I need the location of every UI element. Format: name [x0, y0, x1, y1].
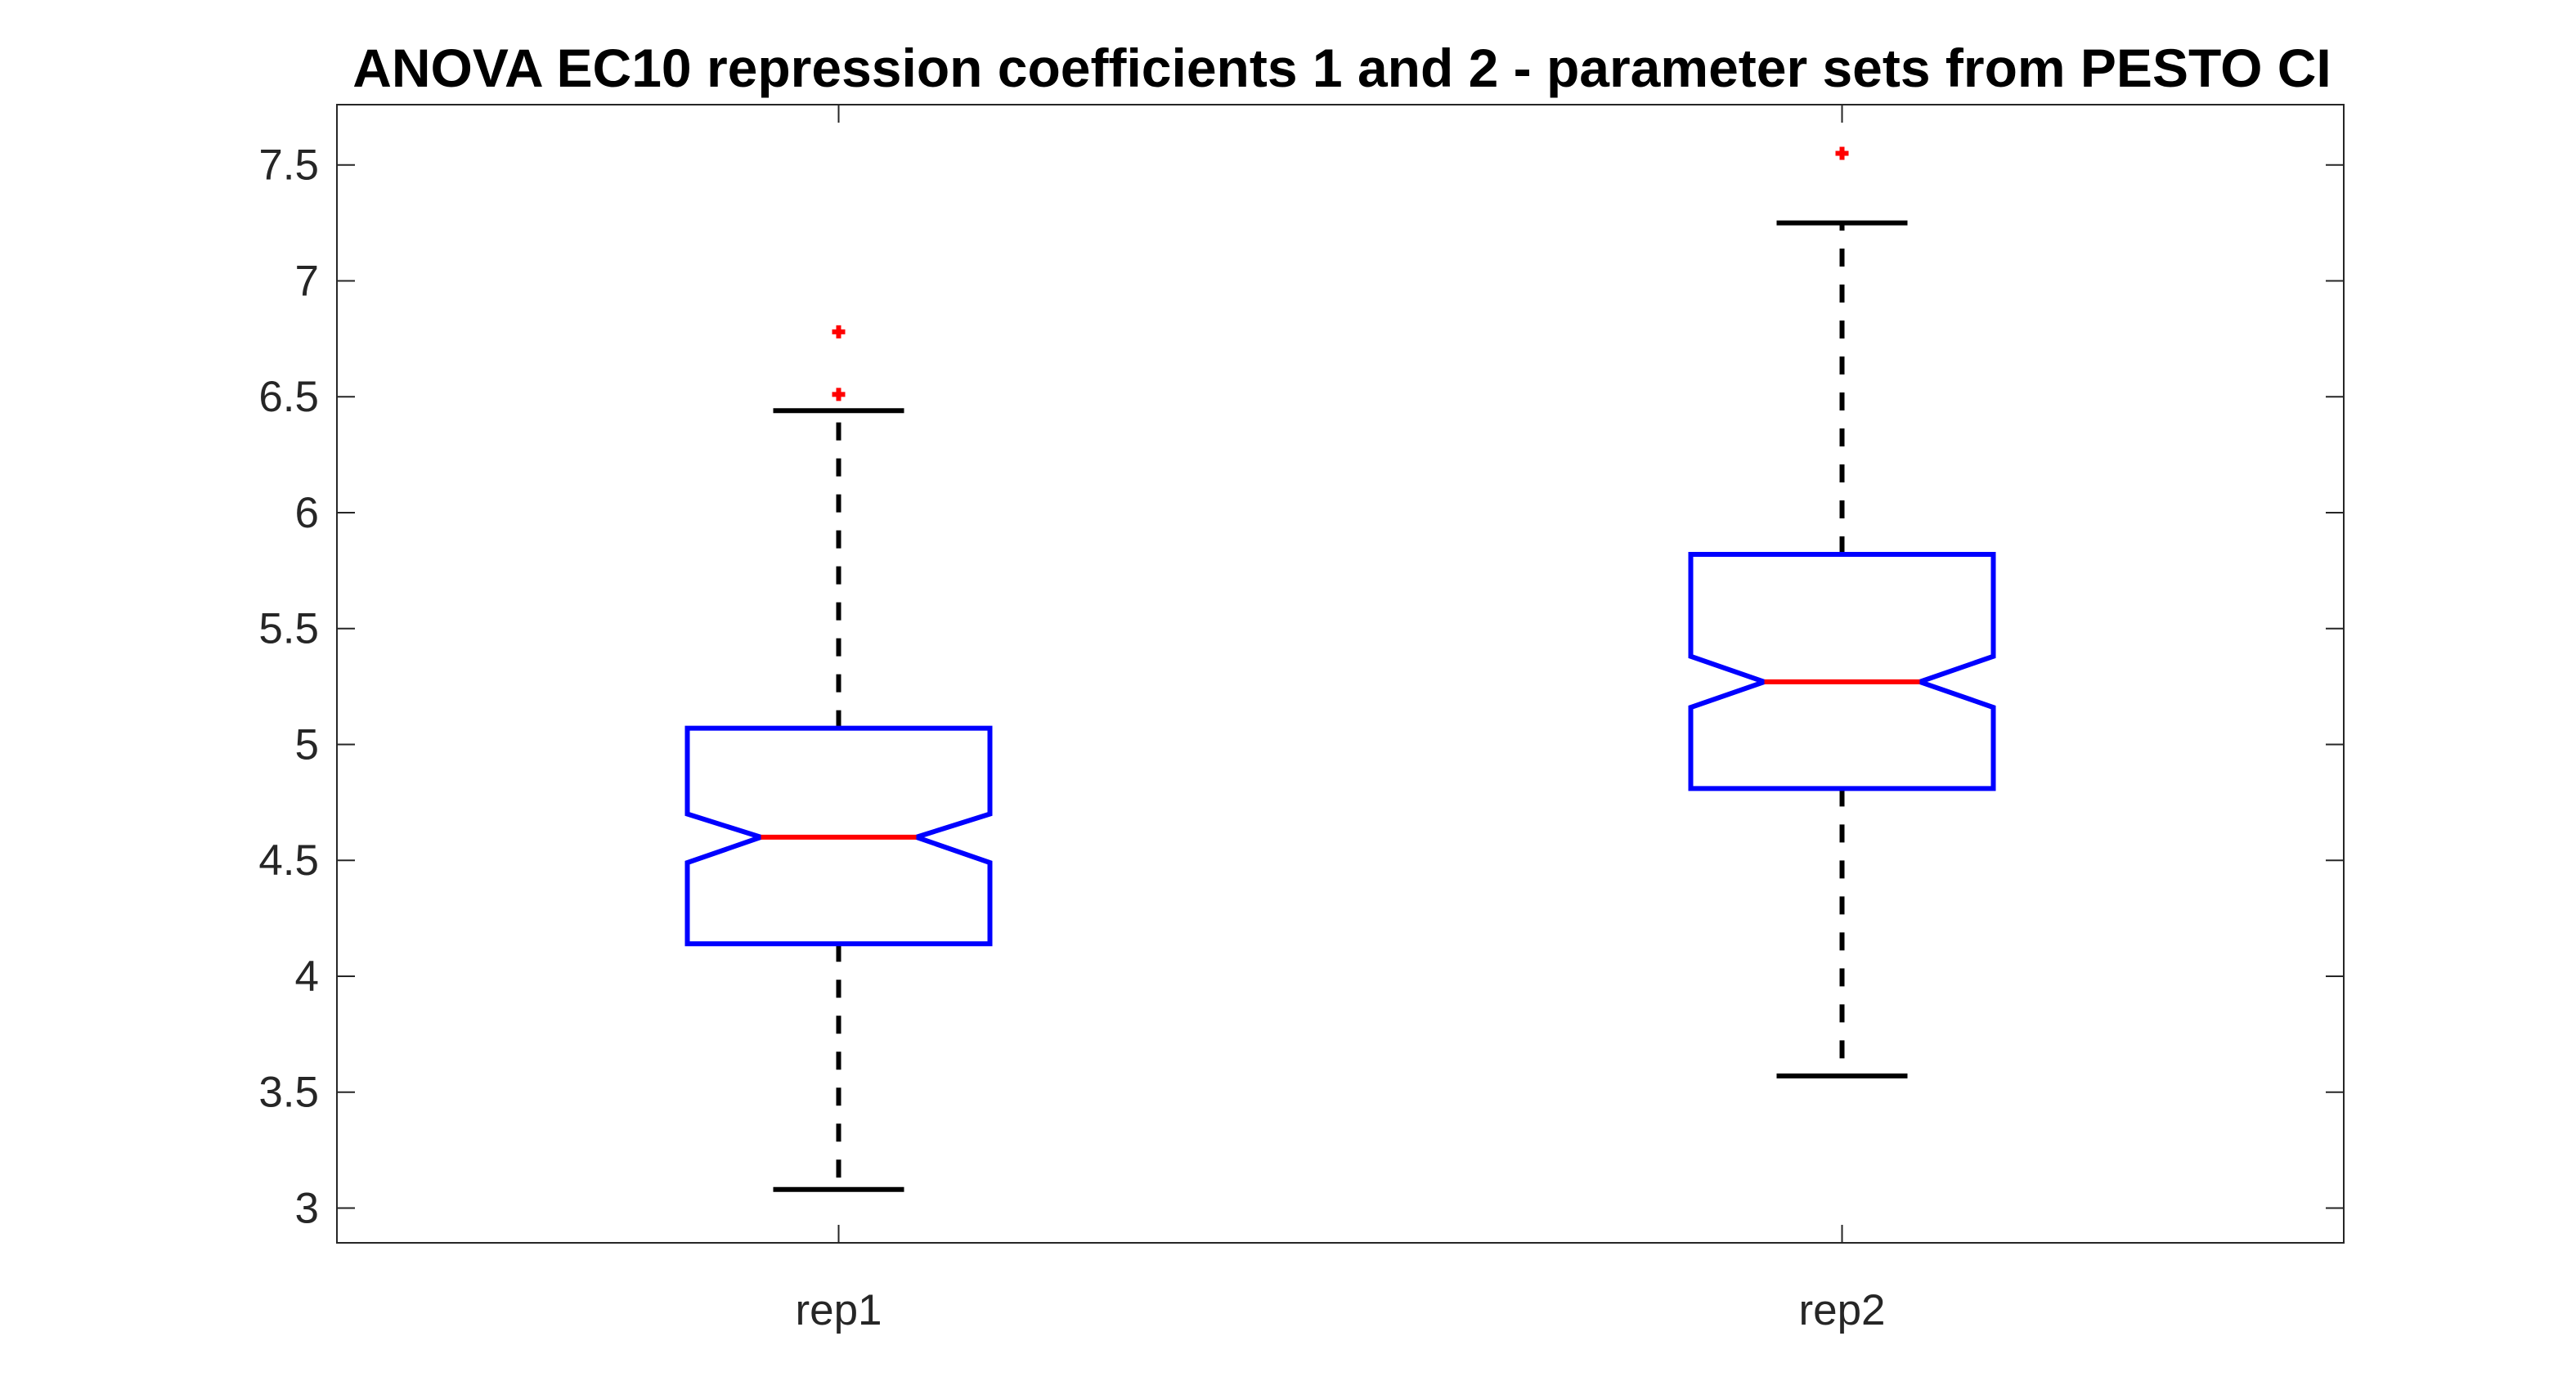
y-tick-label: 3 — [295, 1184, 319, 1232]
y-tick-label: 6.5 — [258, 373, 319, 421]
outlier-point — [832, 325, 846, 339]
notched-box — [1688, 551, 1996, 791]
y-tick-label: 7 — [295, 257, 319, 305]
notched-box — [684, 725, 993, 947]
box-rep1 — [684, 325, 993, 1192]
chart-title: ANOVA EC10 repression coefficients 1 and… — [352, 38, 2331, 98]
y-tick-label: 5 — [295, 720, 319, 769]
boxes-group — [684, 146, 1996, 1192]
plot-frame — [336, 104, 2345, 1244]
y-tick-label: 5.5 — [258, 605, 319, 653]
outlier-point — [832, 388, 846, 401]
x-axis: rep1 rep2 — [795, 105, 1886, 1334]
y-tick-label: 7.5 — [258, 141, 319, 190]
y-axis: 3 3.5 4 4.5 5 5.5 6 6.5 7 7.5 — [258, 141, 2344, 1232]
y-tick-label: 3.5 — [258, 1069, 319, 1117]
y-tick-label: 4 — [295, 953, 319, 1001]
y-tick-label: 6 — [295, 489, 319, 537]
x-tick-label: rep2 — [1798, 1286, 1885, 1334]
x-tick-label: rep1 — [795, 1286, 882, 1334]
outlier-point — [1835, 146, 1849, 160]
y-tick-label: 4.5 — [258, 836, 319, 885]
box-rep2 — [1688, 146, 1996, 1078]
